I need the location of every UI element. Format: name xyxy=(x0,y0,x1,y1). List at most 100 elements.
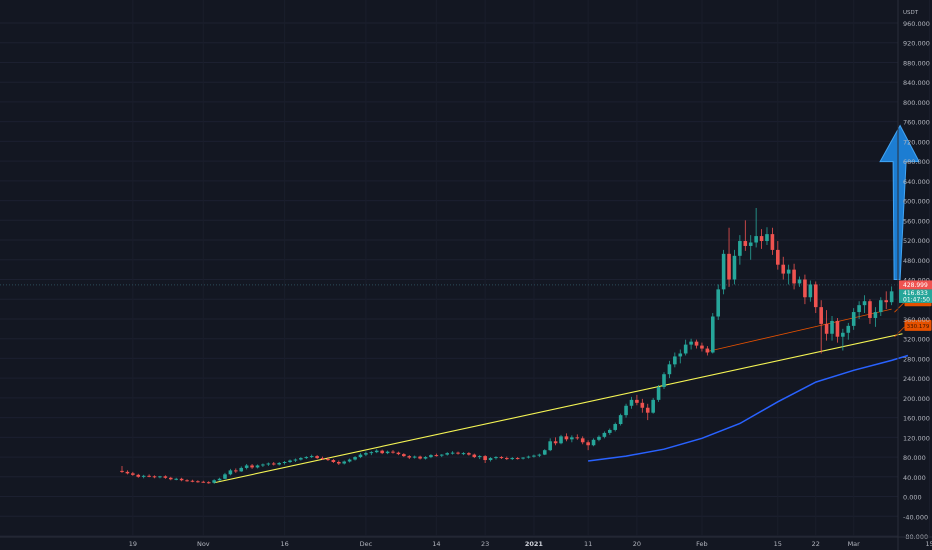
candle-body xyxy=(369,452,374,454)
candle-body xyxy=(683,344,688,354)
candle-body xyxy=(835,320,840,337)
candle-body xyxy=(309,456,314,458)
candle-body xyxy=(423,457,428,459)
candle-body xyxy=(813,284,818,308)
candle-body xyxy=(846,325,851,333)
candle-body xyxy=(461,453,466,455)
moving-average-line xyxy=(588,354,909,462)
annotation-box[interactable] xyxy=(904,319,932,331)
x-axis[interactable]: 19Nov16Dec142320211120Feb1522Mar15Apr xyxy=(0,536,932,548)
candle-body xyxy=(537,454,542,456)
candle-body xyxy=(515,458,520,460)
y-tick-label: 640.000 xyxy=(903,178,930,186)
candle-body xyxy=(391,451,395,453)
candle-body xyxy=(353,457,357,460)
y-tick-label: 200.000 xyxy=(903,395,930,403)
y-tick-label: 520.000 xyxy=(903,237,930,245)
candle-body xyxy=(315,456,319,459)
candle-body xyxy=(629,399,634,406)
candle-body xyxy=(131,473,135,475)
candle-body xyxy=(320,458,325,460)
candle-body xyxy=(239,467,244,472)
candle-body xyxy=(185,480,189,482)
x-tick-label: Feb xyxy=(696,540,708,548)
y-tick-label: 360.000 xyxy=(903,316,930,324)
candle-body xyxy=(580,438,585,443)
candle-body xyxy=(385,451,390,454)
y-tick-label: -40.000 xyxy=(903,513,928,521)
candle-body xyxy=(136,474,141,477)
candle-body xyxy=(141,475,146,477)
candle-body xyxy=(234,470,238,472)
candle-body xyxy=(158,476,162,478)
candle-body xyxy=(244,465,249,468)
y-tick-label: 120.000 xyxy=(903,434,930,442)
candle-body xyxy=(483,456,487,461)
candle-body xyxy=(673,356,677,365)
candle-body xyxy=(488,458,493,461)
annotation-label: 330.179 xyxy=(907,324,930,330)
candle-body xyxy=(570,437,574,440)
candle-body xyxy=(396,452,401,455)
orange-trendline[interactable] xyxy=(707,308,892,352)
price-label: 428.999 xyxy=(903,282,928,289)
candle-body xyxy=(147,475,151,477)
candle-body xyxy=(759,236,764,242)
candle-body xyxy=(510,458,515,460)
y-tick-label: 760.000 xyxy=(903,119,930,127)
candle-body xyxy=(228,470,233,475)
annotation-pointer xyxy=(894,326,905,338)
candle-body xyxy=(450,452,455,454)
y-tick-label: 600.000 xyxy=(903,198,930,206)
candle-body xyxy=(770,234,775,250)
candle-body xyxy=(694,341,699,346)
yellow-trendline[interactable] xyxy=(214,333,903,484)
candle-body xyxy=(857,305,861,313)
candle-body xyxy=(168,477,173,480)
moving-average xyxy=(588,354,909,462)
candle-body xyxy=(553,441,558,444)
y-axis[interactable]: 960.000 920.000 880.000 840.000 800.000 760.0… xyxy=(897,0,932,550)
candle-body xyxy=(206,482,211,484)
annotation-pointer xyxy=(894,301,905,313)
candle-body xyxy=(347,459,352,462)
currency-label: USDT xyxy=(903,10,919,16)
candle-body xyxy=(402,454,406,457)
candle-body xyxy=(781,264,786,274)
candle-body xyxy=(472,454,477,458)
candle-body xyxy=(705,348,710,353)
candle-body xyxy=(456,452,460,454)
candle-body xyxy=(407,456,412,458)
y-tick-label: 560.000 xyxy=(903,217,930,225)
up-arrow-annotation[interactable] xyxy=(879,124,920,280)
candle-body xyxy=(342,461,347,464)
y-tick-label: 320.000 xyxy=(903,336,930,344)
candle-body xyxy=(304,457,309,459)
candle-body xyxy=(548,441,552,451)
x-tick-label: Dec xyxy=(360,540,373,548)
candle-body xyxy=(120,470,124,472)
y-tick-label: 280.000 xyxy=(903,355,930,363)
candle-body xyxy=(656,387,661,400)
candle-body xyxy=(700,345,704,349)
candle-body xyxy=(364,453,368,455)
x-tick-label: 16 xyxy=(280,540,288,548)
candle-body xyxy=(689,341,693,345)
candle-body xyxy=(380,450,384,454)
candle-body xyxy=(862,301,867,306)
x-tick-label: 15 xyxy=(925,540,932,548)
candle-body xyxy=(250,465,254,468)
x-tick-label: 20 xyxy=(633,540,641,548)
candle-body xyxy=(624,405,628,416)
candle-body xyxy=(494,457,498,459)
candle-body xyxy=(331,460,336,463)
candle-body xyxy=(678,353,683,357)
y-tick-label: 160.000 xyxy=(903,415,930,423)
grid xyxy=(0,22,898,537)
candle-body xyxy=(618,415,623,425)
y-tick-label: 480.000 xyxy=(903,257,930,265)
candle-body xyxy=(212,480,216,483)
candle-body xyxy=(716,289,720,317)
